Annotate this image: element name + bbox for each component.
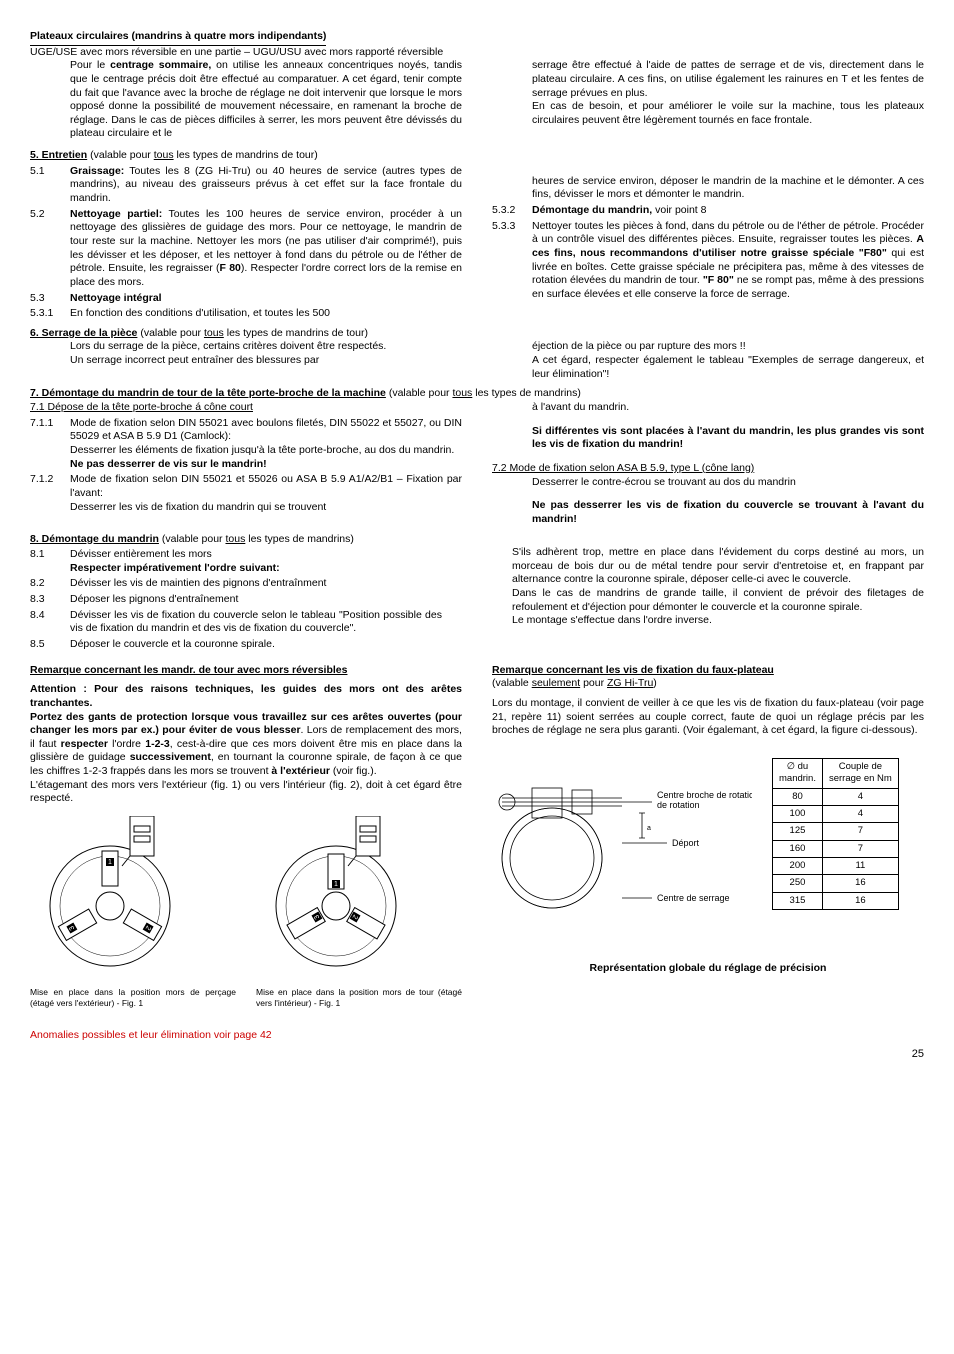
title-7: 7. Démontage du mandrin de tour de la tê…	[30, 387, 386, 399]
svg-text:Centre broche de rotation: Centre broche de rotation	[657, 790, 752, 800]
title-8: 8. Démontage du mandrin	[30, 533, 159, 545]
rem-left-title: Remarque concernant les mandr. de tour a…	[30, 664, 462, 678]
txt-5-1: Graissage: Toutes les 8 (ZG Hi-Tru) ou 4…	[70, 165, 462, 206]
num-7-1-2: 7.1.2	[30, 473, 62, 514]
txt-8-3: Déposer les pignons d'entraînement	[70, 593, 442, 607]
txt-5-3-1: En fonction des conditions d'utilisation…	[70, 307, 462, 321]
rem-left-b1: Attention : Pour des raisons techniques,…	[30, 683, 462, 710]
txt-5-3-2: Démontage du mandrin, voir point 8	[532, 204, 924, 218]
torque-table: ∅ dumandrin.Couple deserrage en Nm 80410…	[772, 758, 899, 910]
rem-left-txt: Portez des gants de protection lorsque v…	[30, 711, 462, 806]
txt-7-rbold: Si différentes vis sont placées à l'avan…	[532, 425, 924, 452]
svg-text:de rotation: de rotation	[657, 800, 700, 810]
s6-left: Lors du serrage de la pièce, certains cr…	[70, 340, 462, 381]
title-5: 5. Entretien	[30, 149, 87, 161]
fig-cap-2: Mise en place dans la position mors de t…	[256, 987, 462, 1009]
sub-plateaux: UGE/USE avec mors réversible en une part…	[30, 46, 924, 60]
title-plateaux: Plateaux circulaires (mandrins à quatre …	[30, 30, 326, 46]
txt-7-2b: Ne pas desserrer les vis de fixation du …	[532, 499, 924, 526]
table-row: 20011	[773, 857, 899, 874]
footer-anomalies: Anomalies possibles et leur élimination …	[30, 1029, 924, 1043]
txt-7-1-1: Mode de fixation selon DIN 55021 avec bo…	[70, 417, 462, 472]
table-row: 31516	[773, 892, 899, 909]
txt-8-1: Dévisser entièrement les morsRespecter i…	[70, 548, 442, 575]
num-8-3: 8.3	[30, 593, 62, 607]
svg-text:Déport: Déport	[672, 838, 700, 848]
table-row: 1607	[773, 840, 899, 857]
txt-5-3: Nettoyage intégral	[70, 292, 462, 306]
rem-right-footer: Représentation globale du réglage de pré…	[492, 962, 924, 976]
svg-text:Centre de serrage: Centre de serrage	[657, 893, 730, 903]
txt-7-2: Desserrer le contre-écrou se trouvant au…	[532, 476, 924, 490]
page-number: 25	[30, 1047, 924, 1061]
sub-7-2: 7.2 Mode de fixation selon ASA B 5.9, ty…	[492, 462, 924, 476]
s8-right: S'ils adhèrent trop, mettre en place dan…	[512, 546, 924, 651]
fig-cap-1: Mise en place dans la position mors de p…	[30, 987, 236, 1009]
rem-right-txt: Lors du montage, il convient de veiller …	[492, 697, 924, 738]
num-8-5: 8.5	[30, 638, 62, 652]
num-5-3-1: 5.3.1	[30, 307, 62, 321]
txt-7-1-2: Mode de fixation selon DIN 55021 et 5502…	[70, 473, 462, 514]
plateaux-left: Pour le centrage sommaire, on utilise le…	[70, 59, 462, 141]
num-5-2: 5.2	[30, 208, 62, 290]
num-8-2: 8.2	[30, 577, 62, 591]
table-row: 25016	[773, 875, 899, 892]
txt-5-2: Nettoyage partiel: Toutes les 100 heures…	[70, 208, 462, 290]
num-7-1-1: 7.1.1	[30, 417, 62, 472]
num-5-1: 5.1	[30, 165, 62, 206]
svg-text:a: a	[647, 825, 651, 832]
txt-8-4: Dévisser les vis de fixation du couvercl…	[70, 609, 442, 636]
num-8-1: 8.1	[30, 548, 62, 575]
txt-8-2: Dévisser les vis de maintien des pignons…	[70, 577, 442, 591]
txt-5-3-3: Nettoyer toutes les pièces à fond, dans …	[532, 220, 924, 302]
txt-8-5: Déposer le couvercle et la couronne spir…	[70, 638, 442, 652]
title-6: 6. Serrage de la pièce	[30, 327, 137, 339]
table-row: 1257	[773, 823, 899, 840]
chuck-diagram-2: 1 2 3	[256, 816, 416, 976]
chuck-diagram-1: 1 2 3	[30, 816, 190, 976]
plateaux-right: serrage être effectué à l'aide de pattes…	[532, 59, 924, 141]
table-row: 804	[773, 788, 899, 805]
precision-diagram: a Centre broche de rotation de rotation …	[492, 758, 752, 938]
sub-7-1: 7.1 Dépose de la tête porte-broche á côn…	[30, 401, 462, 415]
txt-5-right-top: heures de service environ, déposer le ma…	[532, 175, 924, 202]
rem-right-title: Remarque concernant les vis de fixation …	[492, 664, 774, 676]
sub-7-1-r: à l'avant du mandrin.	[532, 401, 924, 415]
svg-text:1: 1	[334, 881, 338, 888]
num-5-3: 5.3	[30, 292, 62, 306]
rem-right-sub: (valable seulement pour ZG Hi-Tru)	[492, 677, 924, 691]
num-5-3-2: 5.3.2	[492, 204, 524, 218]
svg-text:1: 1	[108, 859, 112, 866]
num-5-3-3: 5.3.3	[492, 220, 524, 302]
s6-right: éjection de la pièce ou par rupture des …	[532, 340, 924, 381]
num-8-4: 8.4	[30, 609, 62, 636]
table-row: 1004	[773, 805, 899, 822]
